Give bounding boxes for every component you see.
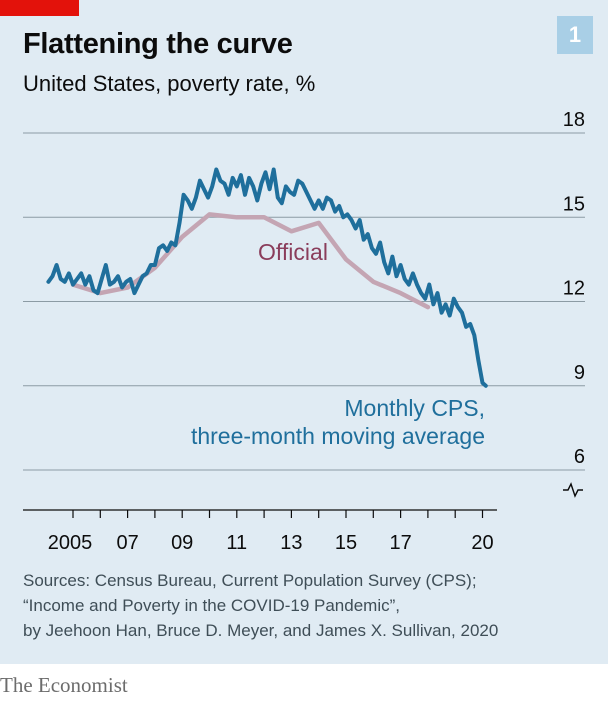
x-tick-label: 11 [226, 532, 247, 554]
y-tick-labels: 6 9 12 15 18 [563, 109, 585, 468]
x-axis: 2005 07 09 11 13 15 17 20 [23, 509, 497, 554]
series-labels: Official Monthly CPS,three-month moving a… [191, 239, 485, 449]
brand-wordmark: The Economist [0, 673, 128, 697]
axis-break-mark [563, 482, 583, 498]
x-tick-label: 2005 [48, 532, 93, 554]
x-tick-label: 17 [389, 532, 411, 554]
x-tick-label: 09 [171, 532, 193, 554]
x-tick-label: 20 [471, 532, 493, 554]
y-tick-label: 12 [563, 278, 585, 300]
official-series-label: Official [258, 239, 328, 265]
y-tick-label: 15 [563, 193, 585, 215]
chart-subtitle: United States, poverty rate, % [23, 71, 316, 96]
monthly-cps-series-label: three-month moving average [191, 423, 485, 449]
official-series-line [70, 212, 431, 310]
brand-red-tag [0, 0, 79, 16]
chart-number-badge: 1 [557, 16, 593, 54]
series-lines [46, 167, 488, 388]
y-tick-label: 9 [574, 362, 585, 384]
sources-line: Sources: Census Bureau, Current Populati… [23, 571, 477, 590]
monthly-cps-series-line [46, 167, 488, 388]
chart-plot: 6 9 12 15 18 2005 07 09 11 13 15 17 20 Official Mont… [23, 109, 585, 554]
sources-note: Sources: Census Bureau, Current Populati… [23, 568, 593, 643]
y-tick-label: 6 [574, 446, 585, 468]
sources-line: “Income and Poverty in the COVID-19 Pand… [23, 596, 400, 615]
sources-line: by Jeehoon Han, Bruce D. Meyer, and Jame… [23, 621, 499, 640]
x-tick-label: 15 [335, 532, 357, 554]
x-tick-label: 07 [116, 532, 138, 554]
chart-title: Flattening the curve [23, 28, 293, 60]
x-tick-label: 13 [280, 532, 302, 554]
chart-panel [0, 0, 608, 664]
gridlines [23, 132, 585, 498]
y-tick-label: 18 [563, 109, 585, 131]
monthly-cps-series-label: Monthly CPS, [344, 395, 485, 421]
